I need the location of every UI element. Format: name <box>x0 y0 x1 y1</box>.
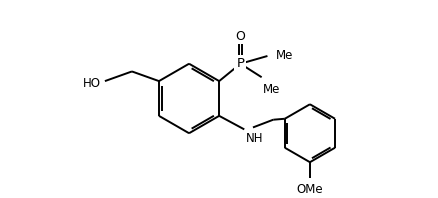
Text: Me: Me <box>263 83 280 96</box>
Text: O: O <box>236 30 245 43</box>
Text: OMe: OMe <box>297 183 323 196</box>
Text: P: P <box>237 57 244 70</box>
Text: NH: NH <box>246 132 264 145</box>
Text: HO: HO <box>83 77 101 90</box>
Text: Me: Me <box>276 50 293 63</box>
